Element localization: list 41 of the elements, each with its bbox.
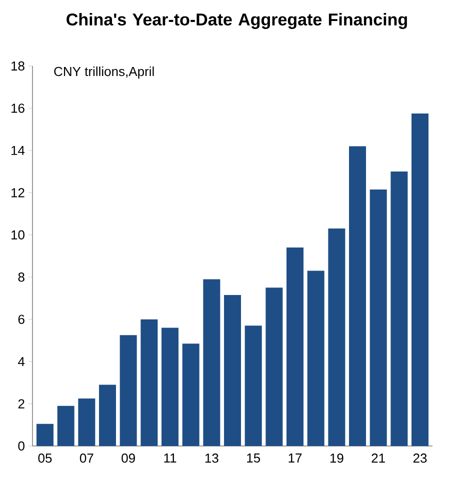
x-tick-label: 19 [330, 454, 344, 463]
bar [349, 146, 366, 446]
x-tick-label: 09 [122, 454, 135, 463]
y-tick-label: 18 [11, 61, 24, 71]
bar [182, 344, 200, 446]
x-tick-label: 13 [205, 454, 218, 463]
bar [99, 384, 116, 446]
bar [266, 288, 283, 446]
x-tick-label: 07 [80, 454, 94, 463]
x-tick-label: 17 [288, 454, 302, 462]
bar [286, 248, 304, 446]
x-tick-label: 23 [413, 454, 427, 463]
bar [412, 113, 429, 446]
bar [140, 319, 158, 446]
y-tick-label: 14 [11, 146, 25, 155]
x-tick-label: 11 [164, 454, 176, 462]
y-tick-label: 12 [11, 188, 24, 198]
bar [244, 326, 262, 446]
bar [307, 270, 324, 446]
y-tick-label: 10 [11, 230, 24, 240]
bar [36, 424, 54, 446]
bar [57, 406, 74, 446]
bar [120, 335, 137, 446]
bar [78, 398, 96, 446]
y-tick-label: 4 [18, 357, 25, 366]
bar [370, 190, 387, 446]
x-tick-label: 05 [38, 454, 52, 463]
y-tick-label: 6 [18, 314, 24, 324]
y-tick-label: 0 [18, 441, 24, 451]
bar [390, 172, 408, 446]
bar [328, 228, 346, 446]
y-tick-label: 2 [18, 399, 24, 408]
y-tick-label: 8 [18, 272, 24, 282]
chart-subtitle: CNY trillions,April [54, 66, 154, 79]
bar [224, 295, 242, 446]
chart-title: China's Year-to-Date Aggregate Financing [66, 13, 407, 29]
y-tick-label: 16 [11, 104, 24, 113]
bar [203, 279, 220, 446]
bar [162, 328, 179, 446]
x-tick-label: 21 [372, 454, 385, 463]
x-tick-label: 15 [247, 454, 260, 463]
